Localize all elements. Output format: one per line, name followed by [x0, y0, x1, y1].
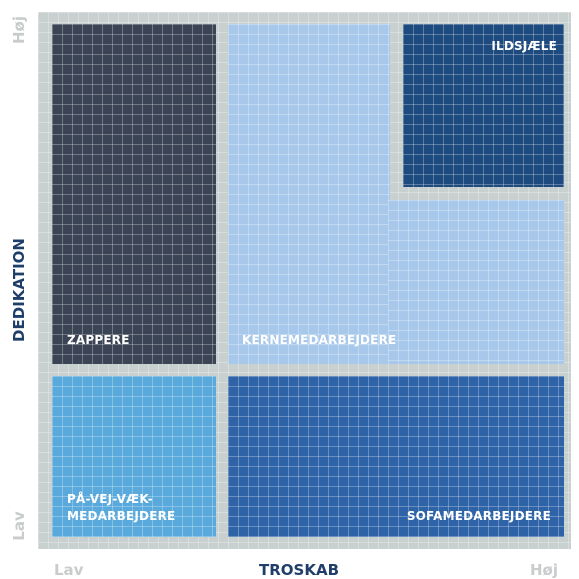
segment-sofamedarbejdere — [228, 376, 564, 537]
y-axis-high-label: Høj — [10, 15, 28, 45]
segment-zappere — [52, 24, 216, 364]
x-axis-title: TROSKAB — [259, 561, 340, 579]
x-axis-low-label: Lav — [54, 561, 84, 579]
label-kernemedarbejdere: KERNEMEDARBEJDERE — [242, 333, 397, 347]
y-axis-low-label: Lav — [10, 511, 28, 541]
segment-paa-vej-vaek — [52, 376, 216, 537]
segment-kernemedarbejdere — [228, 24, 390, 364]
label-ildsjaele: ILDSJÆLE — [491, 39, 557, 53]
segment-ildsjaele — [403, 24, 564, 187]
label-paa-vej-vaek-line1: PÅ-VEJ-VÆK- — [67, 492, 153, 506]
label-sofamedarbejdere: SOFAMEDARBEJDERE — [406, 509, 551, 523]
label-paa-vej-vaek-line2: MEDARBEJDERE — [67, 509, 176, 523]
y-axis-title: DEDIKATION — [10, 238, 28, 342]
x-axis-high-label: Høj — [530, 561, 559, 579]
label-zappere: ZAPPERE — [67, 333, 130, 347]
segment-kernemedarbejdere-extension — [388, 200, 564, 364]
